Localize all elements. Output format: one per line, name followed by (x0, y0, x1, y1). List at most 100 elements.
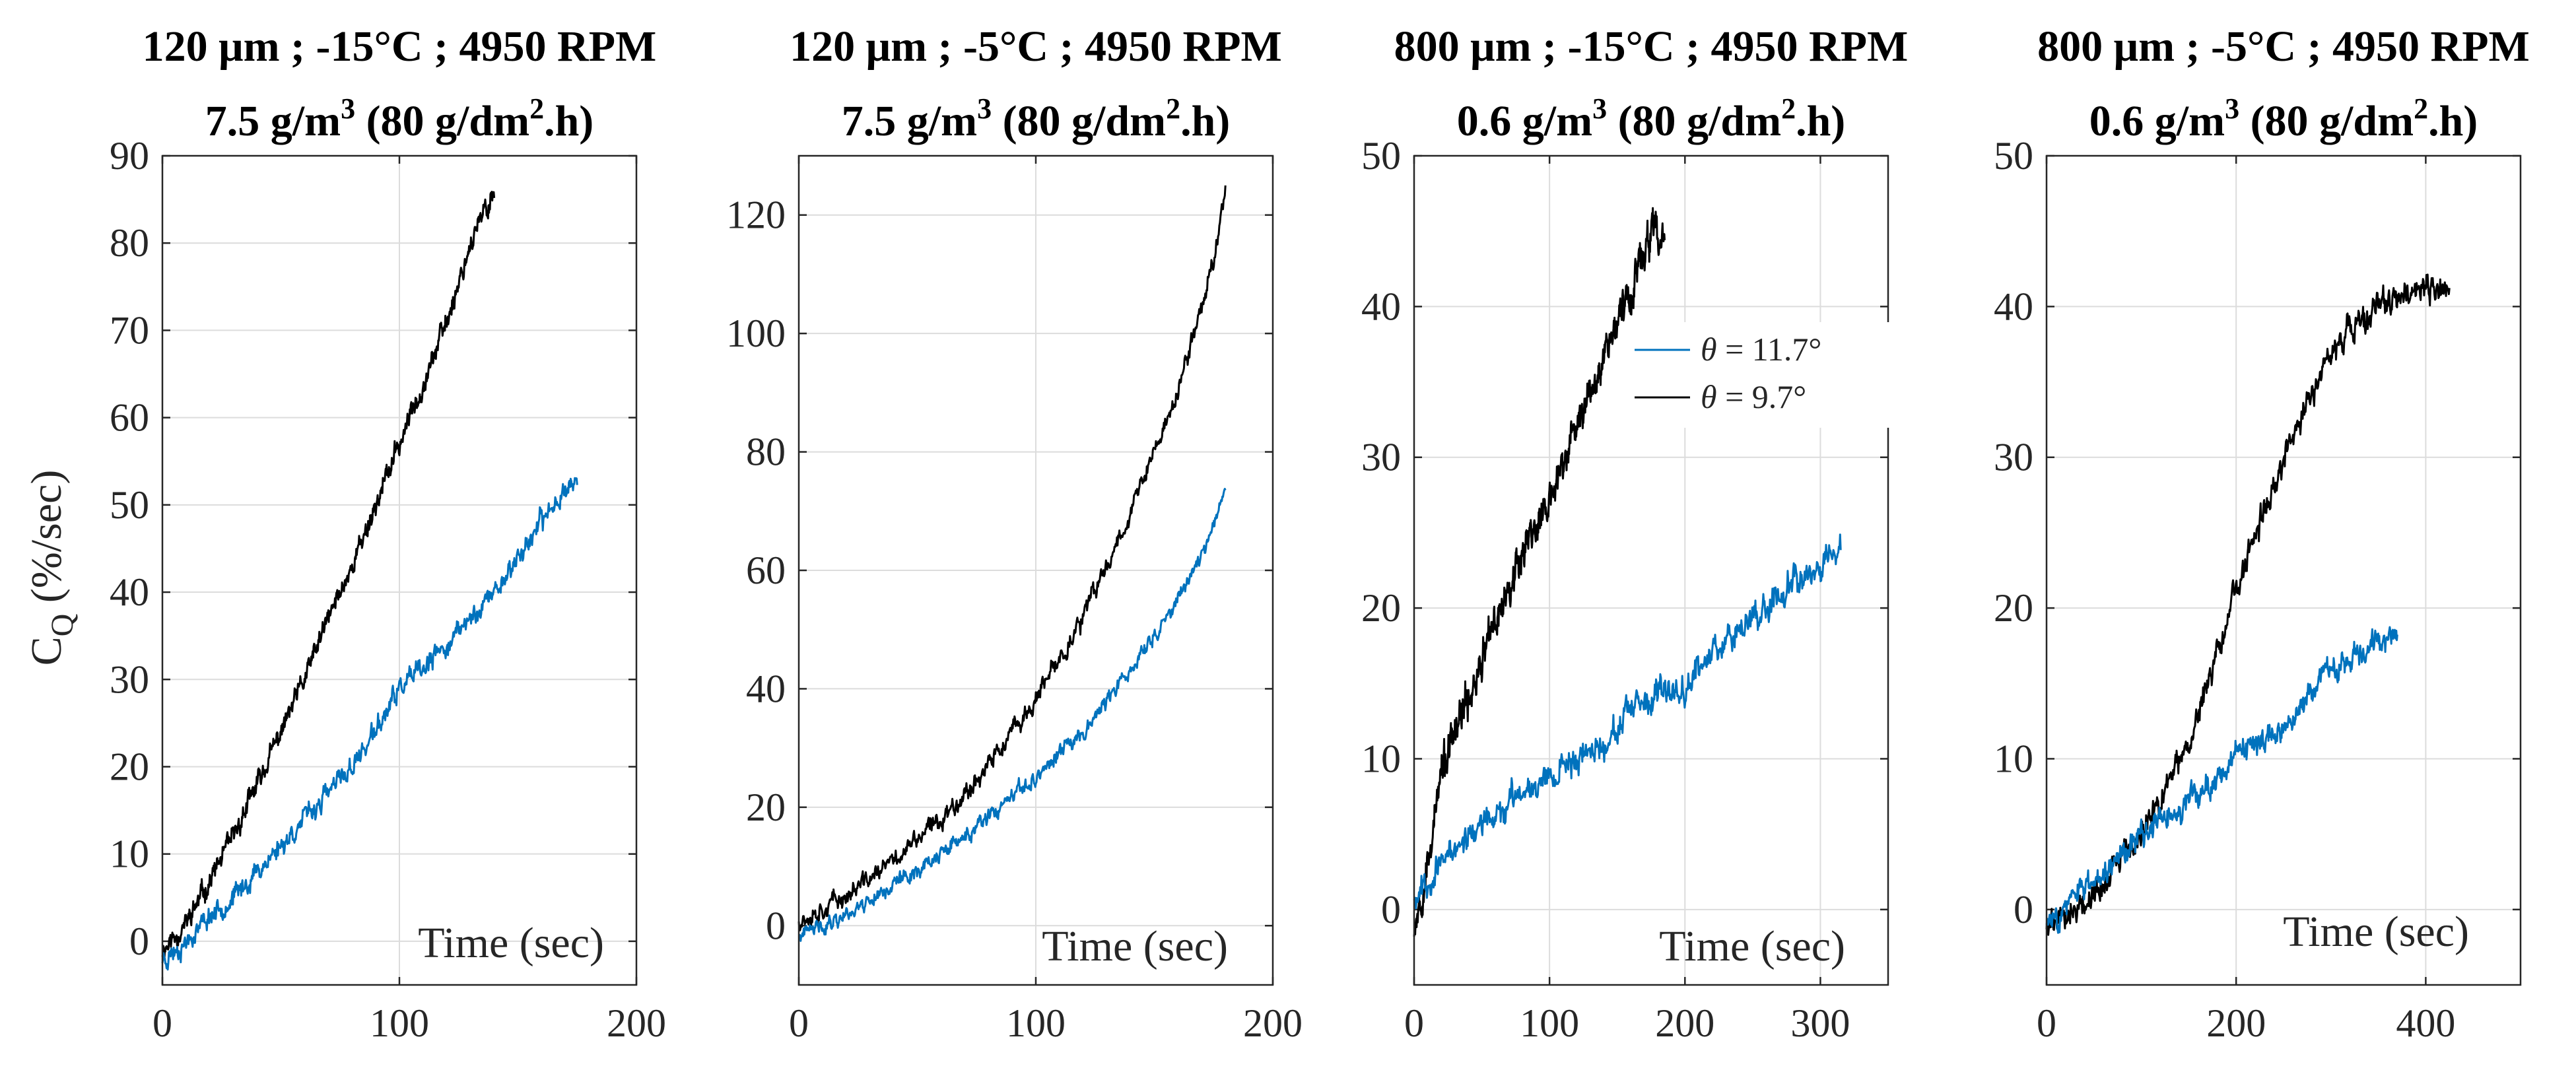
series-line-black (1413, 207, 1666, 937)
legend-entry-text: = 9.7° (1717, 378, 1807, 415)
title-segment: .h) (2428, 97, 2478, 145)
title-segment: 0.6 g/m (2089, 97, 2225, 145)
x-tick-label: 200 (2206, 1001, 2266, 1045)
y-tick-label: 20 (1361, 586, 1401, 630)
chart-title-line2: 7.5 g/m3 (80 g/dm2.h) (205, 92, 594, 145)
title-segment: 7.5 g/m (205, 97, 341, 145)
legend-entry-blue: θ = 11.7° (1701, 331, 1821, 368)
x-axis-label: Time (sec) (418, 919, 604, 967)
y-tick-label: 10 (1361, 737, 1401, 780)
y-tick-label: 20 (746, 786, 786, 829)
y-tick-label: 50 (110, 483, 149, 527)
chart-title-line1: 120 μm ; -15°C ; 4950 RPM (143, 22, 657, 71)
y-tick-label: 120 (726, 193, 786, 237)
chart-title-line2: 0.6 g/m3 (80 g/dm2.h) (1457, 92, 1846, 145)
plot-frame (1413, 154, 1889, 986)
x-tick-label: 100 (370, 1001, 429, 1045)
x-axis-label: Time (sec) (1042, 922, 1228, 970)
y-tick-label: 30 (1361, 436, 1401, 479)
y-tick-label: 40 (110, 570, 149, 614)
chart-title-line1: 800 μm ; -5°C ; 4950 RPM (2037, 22, 2530, 71)
chart-panel: 0 100 200 300 0 10 20 30 40 50 Time (sec) 800 μm ; … (1361, 22, 1908, 1045)
y-tick-label: 0 (129, 920, 149, 963)
x-tick-label: 0 (2037, 1001, 2056, 1045)
y-tick-label: 50 (1361, 134, 1401, 178)
title-segment: (80 g/dm (355, 97, 529, 145)
y-tick-label: 0 (766, 904, 786, 947)
x-axis-label: Time (sec) (1659, 922, 1845, 970)
title-segment: (80 g/dm (2239, 97, 2414, 145)
chart-panel: 0 100 200 0 20 40 60 80 100 120 Time (sec) 120 μm ;… (726, 22, 1303, 1045)
chart-title-line2: 0.6 g/m3 (80 g/dm2.h) (2089, 92, 2478, 145)
title-superscript: 2 (2414, 92, 2428, 125)
chart-panel: 0 200 400 0 10 20 30 40 50 Time (sec) 800 μm ; -5°… (1994, 22, 2530, 1045)
y-tick-label: 20 (1994, 586, 2033, 630)
series-line-blue (161, 477, 578, 971)
title-segment: 0.6 g/m (1457, 97, 1592, 145)
y-tick-label: 40 (1361, 285, 1401, 328)
chart-panel: 0 100 200 0 10 20 30 40 50 60 70 80 90 Time (sec) 120 … (110, 22, 666, 1045)
title-superscript: 3 (977, 92, 992, 125)
y-tick-label: 60 (110, 396, 149, 440)
legend-theta-symbol: θ (1701, 331, 1717, 368)
y-tick-label: 100 (726, 312, 786, 355)
legend-entry-text: = 11.7° (1717, 331, 1822, 368)
y-axis-label-unit: (%/sec) (22, 470, 71, 614)
title-segment: .h) (544, 97, 593, 145)
title-segment: 7.5 g/m (842, 97, 977, 145)
y-tick-label: 40 (746, 667, 786, 710)
x-tick-label: 300 (1790, 1001, 1850, 1045)
title-segment: .h) (1180, 97, 1230, 145)
y-tick-label: 0 (1381, 888, 1401, 931)
y-tick-label: 60 (746, 549, 786, 592)
y-tick-label: 90 (110, 134, 149, 178)
series-line-blue (1413, 533, 1842, 910)
y-tick-label: 80 (746, 430, 786, 474)
y-axis-label-sub: Q (45, 614, 80, 637)
y-tick-label: 20 (110, 745, 149, 788)
x-axis-label: Time (sec) (2283, 908, 2469, 956)
x-tick-label: 100 (1006, 1001, 1066, 1045)
y-tick-label: 80 (110, 221, 149, 265)
x-tick-label: 400 (2396, 1001, 2455, 1045)
x-tick-label: 0 (789, 1001, 809, 1045)
y-tick-label: 40 (1994, 285, 2033, 328)
title-superscript: 3 (2225, 92, 2239, 125)
x-tick-label: 200 (1243, 1001, 1303, 1045)
legend-box (1628, 322, 1889, 428)
legend-entry-black: θ = 9.7° (1701, 378, 1806, 415)
chart-title-line1: 120 μm ; -5°C ; 4950 RPM (790, 22, 1282, 71)
chart-title-line1: 800 μm ; -15°C ; 4950 RPM (1394, 22, 1909, 71)
y-tick-label: 30 (1994, 436, 2033, 479)
x-tick-label: 200 (1655, 1001, 1714, 1045)
series-line-blue (797, 488, 1227, 942)
y-tick-label: 0 (2014, 888, 2033, 931)
x-tick-label: 200 (607, 1001, 666, 1045)
series-line-blue (2045, 626, 2398, 934)
plot-frame (161, 154, 638, 986)
legend-theta-symbol: θ (1701, 378, 1717, 415)
y-tick-label: 70 (110, 308, 149, 352)
y-tick-label: 30 (110, 657, 149, 701)
title-superscript: 2 (1781, 92, 1796, 125)
legend: θ = 11.7° θ = 9.7° (1628, 322, 1889, 428)
plot-frame (797, 154, 1274, 986)
plot-frame (2045, 154, 2522, 986)
y-tick-label: 50 (1994, 134, 2033, 178)
title-superscript: 2 (529, 92, 544, 125)
title-segment: .h) (1796, 97, 1845, 145)
title-segment: (80 g/dm (992, 97, 1166, 145)
series-line-black (161, 191, 496, 960)
title-superscript: 2 (1166, 92, 1180, 125)
y-tick-label: 10 (1994, 737, 2033, 780)
title-segment: (80 g/dm (1607, 97, 1781, 145)
title-superscript: 3 (1592, 92, 1607, 125)
y-axis-label-main: C (22, 636, 71, 665)
chart-title-line2: 7.5 g/m3 (80 g/dm2.h) (842, 92, 1231, 145)
x-tick-label: 0 (1404, 1001, 1424, 1045)
y-axis-label: CQ (%/sec) (22, 470, 80, 666)
title-superscript: 3 (341, 92, 355, 125)
x-tick-label: 100 (1520, 1001, 1579, 1045)
